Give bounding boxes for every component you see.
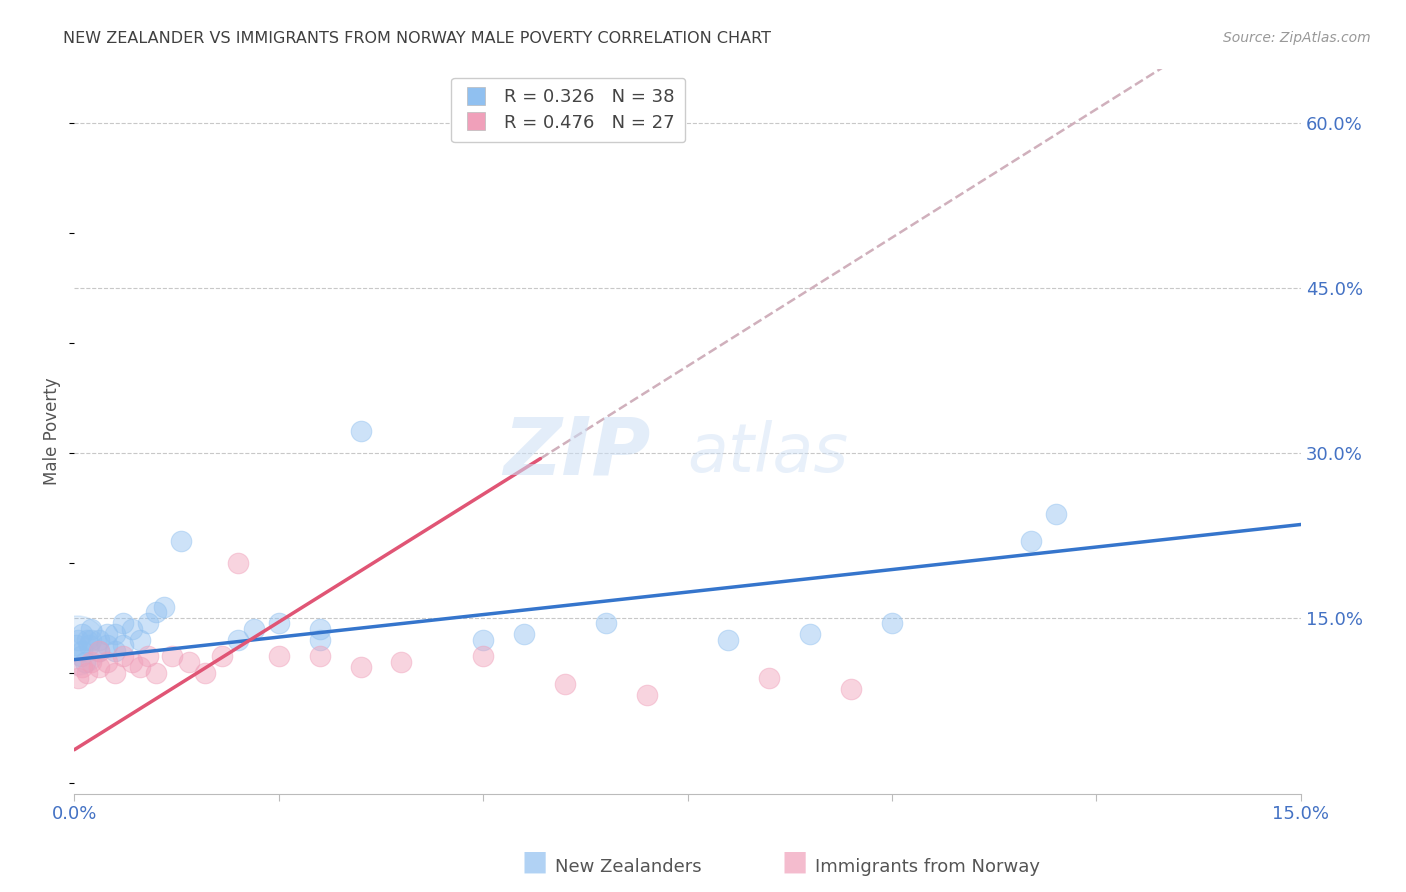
Point (153, 599, 176, 614)
Point (513, 627, 536, 641)
Point (349, 660, 371, 674)
Point (799, 627, 821, 641)
Point (87, 644, 110, 658)
Point (66, 638, 89, 652)
Point (389, 655, 412, 669)
Text: Immigrants from Norway: Immigrants from Norway (815, 858, 1040, 876)
Point (308, 632, 330, 647)
Legend: R = 0.326   N = 38, R = 0.476   N = 27: R = 0.326 N = 38, R = 0.476 N = 27 (451, 78, 685, 143)
Point (73, 655, 96, 669)
Point (87, 632, 110, 647)
Point (76, 632, 98, 647)
Text: NEW ZEALANDER VS IMMIGRANTS FROM NORWAY MALE POVERTY CORRELATION CHART: NEW ZEALANDER VS IMMIGRANTS FROM NORWAY … (63, 31, 772, 46)
Point (162, 649, 184, 664)
Point (595, 616, 617, 631)
Point (104, 665, 127, 680)
Point (87, 660, 110, 674)
Point (226, 556, 249, 570)
Point (76, 665, 98, 680)
Point (308, 649, 330, 664)
Point (211, 649, 233, 664)
Point (72, 644, 94, 658)
Point (112, 649, 135, 664)
Point (136, 616, 159, 631)
Point (70, 649, 93, 664)
Point (87, 644, 110, 658)
Point (839, 682, 862, 697)
Point (121, 622, 143, 636)
Point (72, 627, 94, 641)
Point (121, 655, 143, 669)
Text: New Zealanders: New Zealanders (555, 858, 702, 876)
Point (472, 632, 495, 647)
Point (472, 649, 495, 664)
Text: atlas: atlas (688, 420, 849, 486)
Point (177, 655, 200, 669)
Point (145, 606, 167, 620)
Point (194, 665, 217, 680)
Point (112, 616, 135, 631)
Point (96, 627, 118, 641)
Point (308, 622, 330, 636)
Point (243, 622, 266, 636)
Point (96, 655, 118, 669)
Point (65, 638, 87, 652)
Point (77, 638, 100, 652)
Point (758, 671, 780, 685)
Point (96, 638, 118, 652)
Point (72, 660, 94, 674)
Y-axis label: Male Poverty: Male Poverty (44, 377, 60, 485)
Point (349, 424, 371, 438)
Point (169, 533, 191, 548)
Point (112, 638, 135, 652)
Text: ■: ■ (522, 848, 547, 876)
Point (145, 665, 167, 680)
Point (636, 688, 658, 702)
Point (79, 655, 101, 669)
Point (1045, 507, 1067, 521)
Point (226, 632, 249, 647)
Point (136, 649, 159, 664)
Point (880, 616, 903, 631)
Text: ZIP: ZIP (503, 414, 651, 491)
Point (67, 671, 90, 685)
Text: Source: ZipAtlas.com: Source: ZipAtlas.com (1223, 31, 1371, 45)
Point (128, 632, 150, 647)
Point (554, 677, 576, 691)
Point (717, 632, 740, 647)
Point (128, 660, 150, 674)
Point (79, 632, 101, 647)
Point (104, 644, 127, 658)
Text: ■: ■ (782, 848, 807, 876)
Point (267, 649, 290, 664)
Point (67, 632, 90, 647)
Point (79, 622, 101, 636)
Point (1019, 533, 1042, 548)
Point (104, 627, 127, 641)
Point (267, 616, 290, 631)
